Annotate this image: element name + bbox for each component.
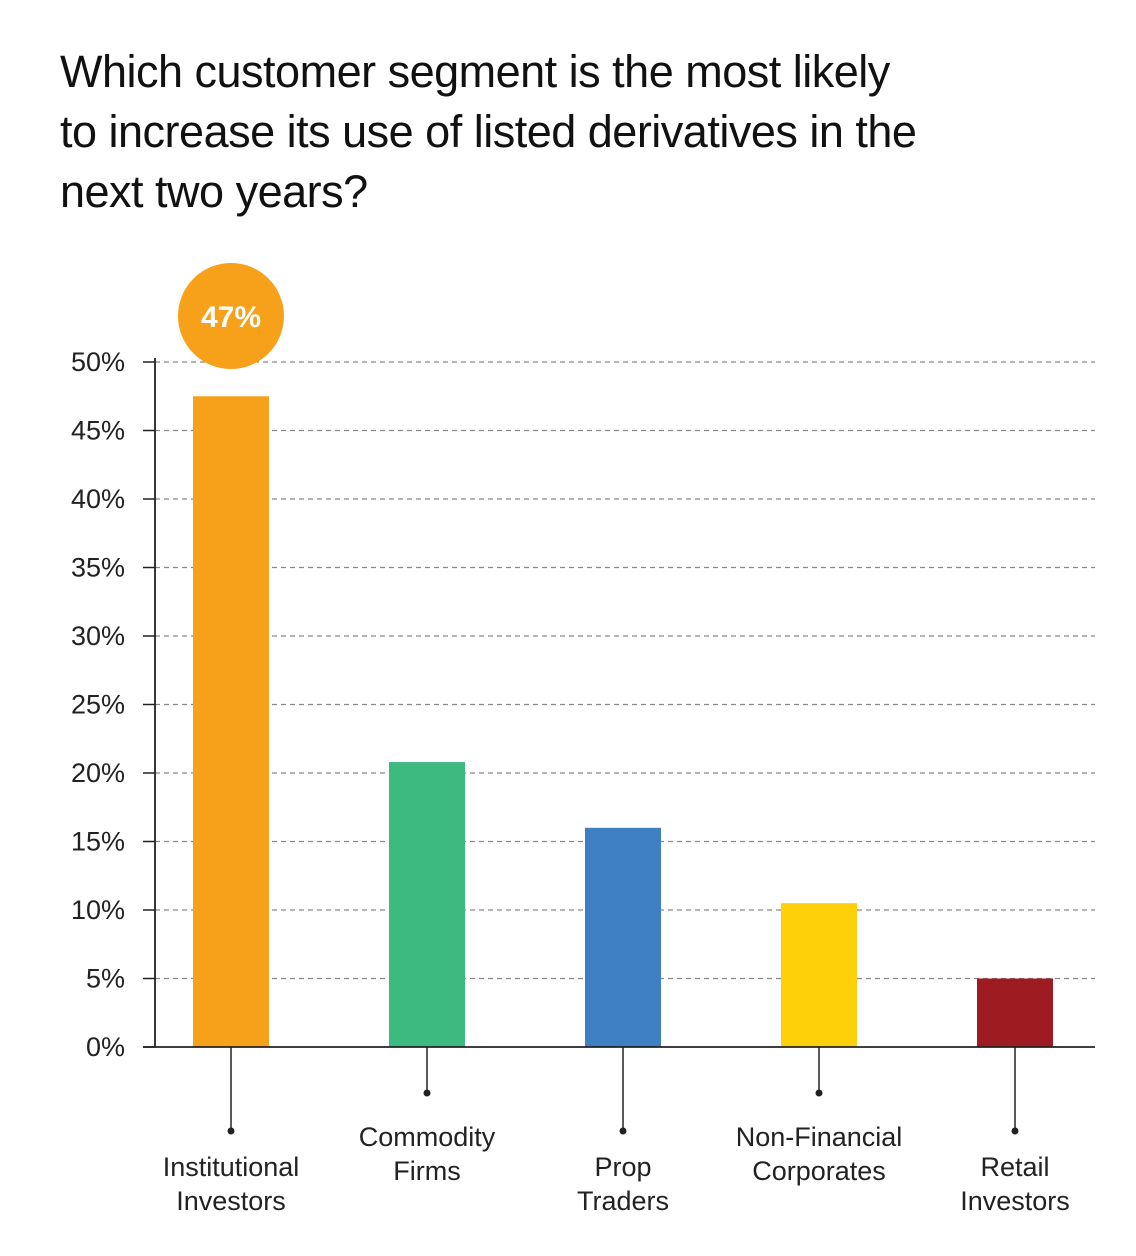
y-tick-label: 15%: [71, 827, 125, 857]
bar: [585, 827, 661, 1047]
bar: [977, 978, 1053, 1047]
category-label: Traders: [577, 1186, 669, 1216]
chart-title-line-2: to increase its use of listed derivative…: [60, 106, 917, 157]
y-tick-label: 0%: [86, 1032, 125, 1062]
y-tick-label: 45%: [71, 416, 125, 446]
y-tick-label: 10%: [71, 895, 125, 925]
category-label: Non-Financial: [736, 1122, 903, 1152]
chart-title-line-3: next two years?: [60, 166, 368, 217]
category-label: Investors: [960, 1186, 1070, 1216]
y-tick-label: 25%: [71, 690, 125, 720]
y-tick-label: 50%: [71, 347, 125, 377]
value-callout-label: 47%: [201, 301, 261, 334]
y-tick-label: 5%: [86, 964, 125, 994]
category-label: Commodity: [359, 1122, 496, 1152]
y-tick-label: 35%: [71, 553, 125, 583]
chart-title-line-1: Which customer segment is the most likel…: [60, 46, 890, 97]
category-label: Firms: [393, 1156, 460, 1186]
bar: [781, 903, 857, 1047]
category-label: Institutional: [163, 1152, 300, 1182]
category-dot: [423, 1089, 431, 1097]
category-dot: [227, 1127, 235, 1135]
category-dot: [619, 1127, 627, 1135]
y-tick-label: 30%: [71, 621, 125, 651]
value-callout-bubble: [178, 263, 284, 369]
y-tick-label: 20%: [71, 758, 125, 788]
bar: [389, 762, 465, 1047]
category-dot: [1011, 1127, 1019, 1135]
category-label: Corporates: [752, 1156, 886, 1186]
category-label: Investors: [176, 1186, 286, 1216]
y-tick-label: 40%: [71, 484, 125, 514]
category-dot: [815, 1089, 823, 1097]
category-label: Prop: [594, 1152, 651, 1182]
bar: [193, 396, 269, 1047]
chart-title: Which customer segment is the most likel…: [60, 42, 1060, 222]
category-label: Retail: [980, 1152, 1049, 1182]
